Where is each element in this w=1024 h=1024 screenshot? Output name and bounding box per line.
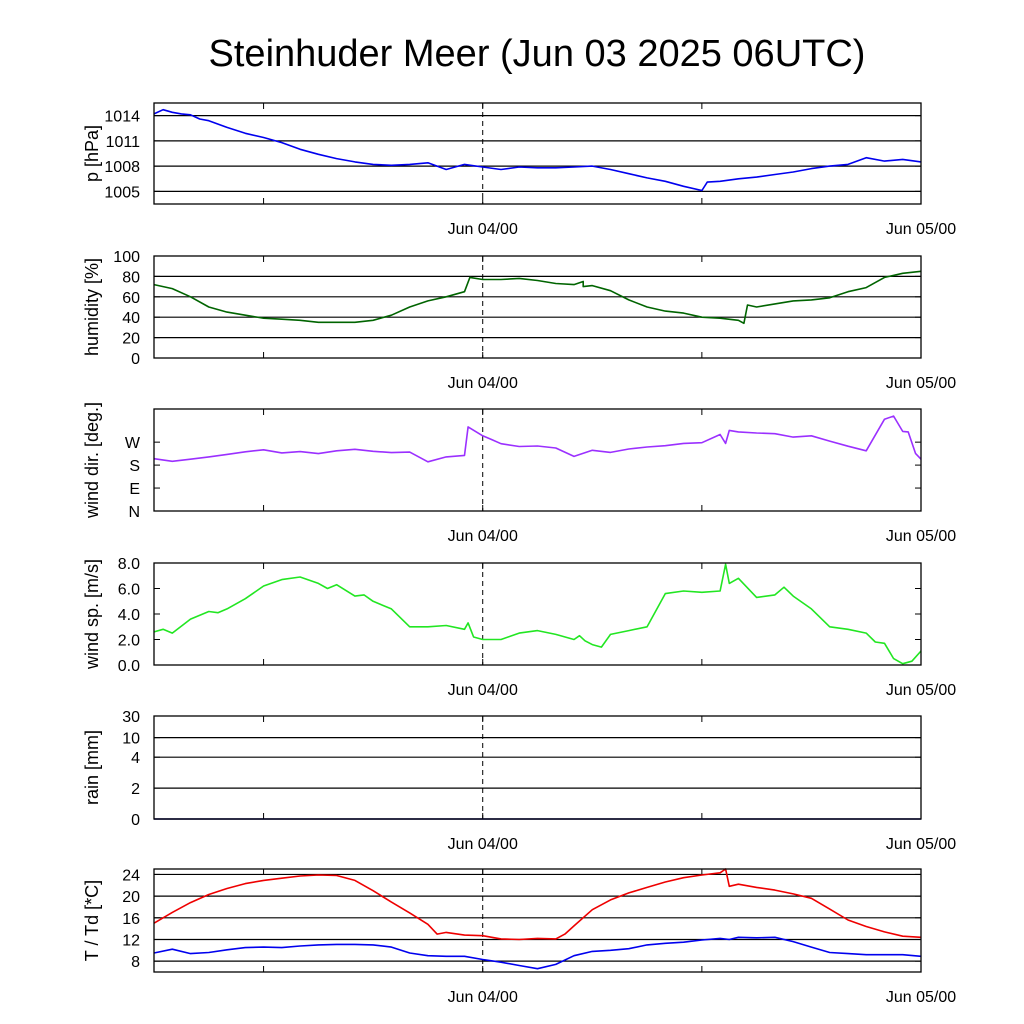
y-tick-label: 16 <box>122 911 140 928</box>
y-tick-label: 24 <box>122 867 140 884</box>
y-tick-label: 30 <box>122 709 140 726</box>
x-tick-label: Jun 04/00 <box>448 682 518 699</box>
panel-frame <box>153 868 922 973</box>
y-tick-label: 8.0 <box>118 556 140 573</box>
y-tick-label: S <box>129 458 140 475</box>
panel-frame <box>153 102 922 205</box>
y-tick-label: 8 <box>131 954 140 971</box>
series-line-wind_speed-0 <box>153 563 922 665</box>
x-tick-label: Jun 05/00 <box>886 682 956 699</box>
x-tick-label: Jun 05/00 <box>886 375 956 392</box>
y-tick-label: 12 <box>122 932 140 949</box>
chart-title: Steinhuder Meer (Jun 03 2025 06UTC) <box>209 33 866 75</box>
y-tick-label: 1008 <box>104 159 140 176</box>
y-tick-label: 100 <box>113 249 140 266</box>
y-tick-label: 0.0 <box>118 658 140 675</box>
series-line-temperature_dewpoint-1 <box>153 936 922 970</box>
y-tick-label: 60 <box>122 290 140 307</box>
series-line-wind_direction-0 <box>153 415 922 463</box>
x-tick-label: Jun 04/00 <box>448 528 518 545</box>
y-tick-label: 4.0 <box>118 607 140 624</box>
y-axis-label: T / Td [*C] <box>82 880 102 961</box>
series-line-humidity-0 <box>153 270 922 325</box>
panel-humidity: 0 20 40 60 80 100 Jun 04/00 Jun 05/00 humidity [… <box>82 249 956 392</box>
y-tick-label: 6.0 <box>118 582 140 599</box>
x-tick-label: Jun 05/00 <box>886 221 956 238</box>
y-axis-label: humidity [%] <box>82 258 102 356</box>
y-tick-label: 1014 <box>104 109 140 126</box>
y-tick-label: 10 <box>122 731 140 748</box>
panel-frame <box>153 562 922 666</box>
panel-frame <box>153 715 922 820</box>
y-tick-label: 4 <box>131 750 140 767</box>
panel-temperature_dewpoint: 8 12 16 20 24 Jun 04/00 Jun 05/00 T / Td [*C] <box>82 867 956 1006</box>
panel-frame <box>153 255 922 359</box>
x-tick-label: Jun 04/00 <box>448 836 518 853</box>
x-tick-label: Jun 05/00 <box>886 528 956 545</box>
y-tick-label: N <box>128 504 140 521</box>
panel-wind_speed: 0.0 2.0 4.0 6.0 8.0 Jun 04/00 Jun 05/00 wind sp… <box>82 556 956 699</box>
x-tick-label: Jun 04/00 <box>448 989 518 1006</box>
y-tick-label: 0 <box>131 812 140 829</box>
y-axis-label: wind dir. [deg.] <box>82 402 102 519</box>
y-tick-label: 2 <box>131 781 140 798</box>
y-tick-label: 20 <box>122 889 140 906</box>
y-axis-label: wind sp. [m/s] <box>82 559 102 670</box>
x-tick-label: Jun 05/00 <box>886 989 956 1006</box>
y-tick-label: W <box>125 435 141 452</box>
panel-rain: 0 2 4 10 30 Jun 04/00 Jun 05/00 rain [mm] <box>82 709 956 853</box>
y-tick-label: 40 <box>122 310 140 327</box>
y-tick-label: 20 <box>122 331 140 348</box>
y-tick-label: 80 <box>122 269 140 286</box>
panel-pressure: 1005 1008 1011 1014 Jun 04/00 Jun 05/00 p [hPa… <box>82 102 956 238</box>
y-tick-label: 0 <box>131 351 140 368</box>
y-tick-label: E <box>129 481 140 498</box>
series-line-pressure-0 <box>153 108 922 192</box>
y-axis-label: rain [mm] <box>82 730 102 805</box>
y-tick-label: 2.0 <box>118 633 140 650</box>
y-tick-label: 1011 <box>106 134 141 151</box>
x-tick-label: Jun 04/00 <box>448 375 518 392</box>
x-tick-label: Jun 05/00 <box>886 836 956 853</box>
y-axis-label: p [hPa] <box>82 125 102 182</box>
y-tick-label: 1005 <box>104 184 140 201</box>
series-line-temperature_dewpoint-0 <box>153 868 922 941</box>
x-tick-label: Jun 04/00 <box>448 221 518 238</box>
panel-frame <box>153 408 922 512</box>
